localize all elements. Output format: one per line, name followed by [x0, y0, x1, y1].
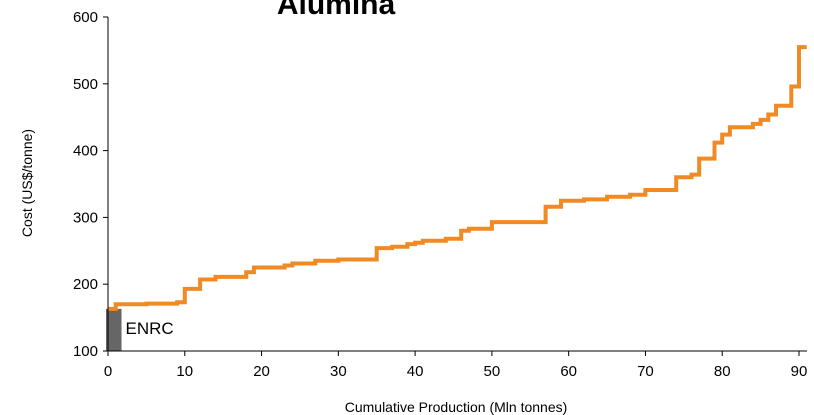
enrc-label: ENRC	[126, 319, 174, 338]
y-tick-label: 600	[73, 9, 98, 26]
y-axis-title: Cost (US$/tonne)	[19, 129, 35, 237]
x-tick-label: 20	[253, 363, 270, 380]
cost-curve-line-0	[108, 45, 807, 311]
enrc-bar	[106, 308, 122, 351]
y-tick-label: 300	[73, 209, 98, 226]
x-tick-label: 50	[484, 363, 501, 380]
x-tick-label: 40	[407, 363, 424, 380]
x-axis: 0 10 20 30 40 50 60 70 80 90	[104, 350, 808, 380]
y-tick-label: 500	[73, 76, 98, 93]
chart-title: Alumina	[277, 0, 396, 21]
y-tick-label: 200	[73, 276, 98, 293]
y-tick-label: 400	[73, 143, 98, 160]
y-axis: 100 200 300 400 500 600	[73, 9, 109, 360]
x-tick-label: 30	[330, 363, 347, 380]
x-tick-label: 60	[560, 363, 577, 380]
x-tick-label: 10	[176, 363, 193, 380]
x-axis-title: Cumulative Production (Mln tonnes)	[345, 399, 568, 415]
x-tick-label: 70	[637, 363, 654, 380]
x-tick-label: 0	[104, 363, 112, 380]
x-tick-label: 80	[714, 363, 731, 380]
plot-area: ENRC	[106, 45, 807, 351]
y-tick-label: 100	[73, 343, 98, 360]
x-tick-label: 90	[791, 363, 808, 380]
